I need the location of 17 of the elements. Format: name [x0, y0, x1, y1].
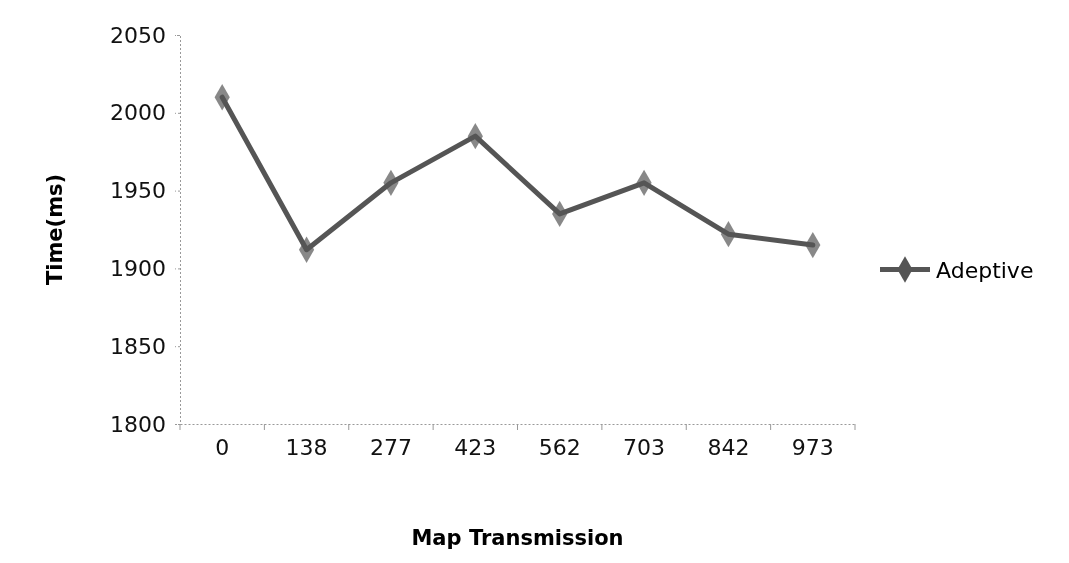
x-tick-label: 423: [454, 435, 497, 460]
y-tick-label: 1900: [110, 255, 166, 281]
x-tick-label: 703: [623, 435, 666, 460]
x-tick-label: 0: [215, 435, 230, 460]
x-tick-label: 973: [791, 435, 834, 460]
y-tick-label: 1950: [110, 178, 166, 204]
y-tick-label: 2050: [110, 22, 166, 48]
x-tick-label: 562: [538, 435, 581, 460]
x-tick-label: 277: [369, 435, 412, 460]
x-tick-label: 842: [707, 435, 750, 460]
x-tick-label: 138: [285, 435, 328, 460]
y-axis-title: Time(ms): [43, 173, 67, 286]
x-axis-title: Map Transmission: [411, 526, 624, 550]
y-tick-label: 1800: [110, 411, 166, 437]
legend-label: Adeptive: [936, 257, 1034, 283]
y-tick-label: 1850: [110, 333, 166, 359]
y-tick-label: 2000: [110, 100, 166, 126]
